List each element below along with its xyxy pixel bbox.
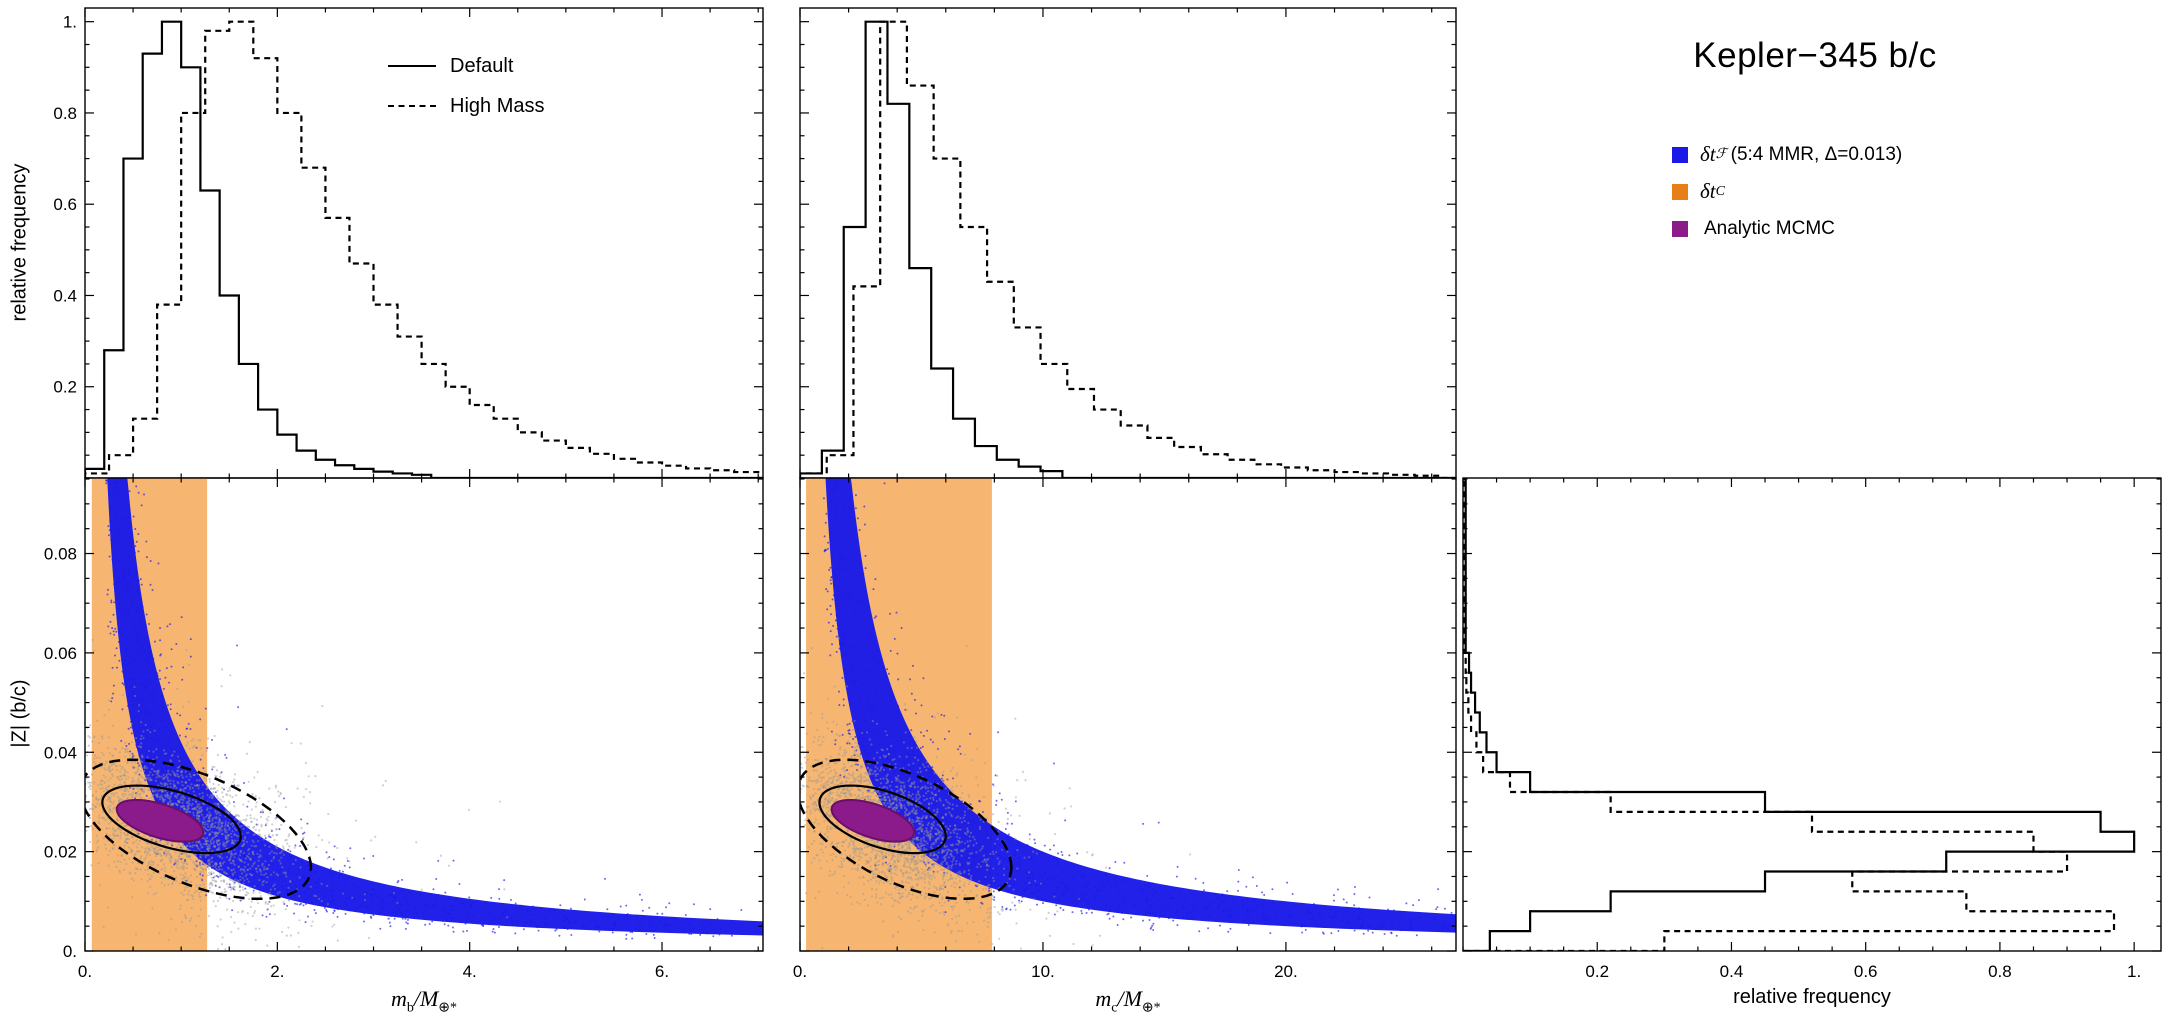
- panel-top-middle-content: [800, 20, 1456, 478]
- tick-label: 0.04: [44, 743, 77, 762]
- mc-var: m: [1095, 986, 1112, 1011]
- panel-top-left-content: [85, 20, 763, 478]
- tick-label: 1.: [2127, 962, 2141, 981]
- x-axis-label-mb: mb/M⊕*: [274, 986, 574, 1016]
- legend-dtf-sub: ℱ: [1715, 147, 1727, 162]
- tick-label: 0.: [63, 942, 77, 961]
- series-high-mass: [1463, 478, 2116, 951]
- legend-dtf-detail: (5:4 MMR, Δ=0.013): [1730, 143, 1903, 165]
- panel-bottom-middle-frame: 0. 10. 20.: [793, 477, 1457, 981]
- tick-label: 4.: [463, 962, 477, 981]
- dashed-line-sample: [388, 105, 436, 107]
- figure-title: Kepler−345 b/c: [1693, 36, 1937, 75]
- mc-denom: /M: [1117, 986, 1142, 1011]
- purple-swatch-icon: [1672, 220, 1688, 237]
- legend-row-mcmc: Analytic MCMC: [1672, 210, 1902, 247]
- series-default: [85, 20, 763, 478]
- tick-label: 20.: [1274, 962, 1298, 981]
- tick-label: 0.8: [53, 104, 77, 123]
- tick-label: 2.: [270, 962, 284, 981]
- mb-sub: b: [406, 1000, 414, 1016]
- series-default: [800, 20, 1456, 478]
- panel-bottom-right-frame: 0.2 0.4 0.6 0.8 1.: [1462, 477, 2162, 981]
- panel-bottom-right-content: [1463, 478, 2136, 951]
- tick-label: 1.: [63, 13, 77, 32]
- y-axis-label-relative-frequency: relative frequency: [8, 163, 31, 322]
- x-axis-label-relative-frequency: relative frequency: [1733, 986, 1891, 1008]
- mcmc-region: [830, 798, 916, 843]
- mb-denom-sub: ⊕*: [438, 1000, 458, 1016]
- tick-label: 10.: [1031, 962, 1055, 981]
- tick-label: 6.: [655, 962, 669, 981]
- inner-solid-contour: [101, 784, 242, 855]
- tick-label: 0.08: [44, 545, 77, 564]
- panel-top-middle-frame: [799, 7, 1457, 479]
- tick-label: 0.6: [53, 195, 77, 214]
- legend-mcmc-label: Analytic MCMC: [1704, 217, 1835, 239]
- series-high-mass: [85, 20, 763, 478]
- x-axis-label-mc: mc/M⊕*: [978, 986, 1278, 1016]
- legend-dtc-sub: C: [1715, 183, 1725, 199]
- mc-sub: c: [1111, 1000, 1118, 1016]
- mb-var: m: [390, 986, 407, 1011]
- legend-label-default: Default: [450, 54, 514, 77]
- tick-label: 0.: [793, 962, 807, 981]
- tick-label: 0.4: [53, 286, 77, 305]
- outer-dashed-contour: [800, 758, 1013, 901]
- legend-dtc-symbol: δt: [1700, 179, 1716, 203]
- tick-label: 0.: [78, 962, 92, 981]
- tick-label: 0.4: [1720, 962, 1744, 981]
- mb-denom: /M: [413, 986, 439, 1011]
- outer-dashed-contour: [85, 758, 313, 901]
- solid-line-sample: [388, 65, 436, 67]
- panel-bottom-middle-content: [800, 478, 1456, 951]
- tick-label: 0.02: [44, 843, 77, 862]
- tick-label: 0.8: [1988, 962, 2012, 981]
- legend-row-dtf: δt ℱ (5:4 MMR, Δ=0.013): [1672, 136, 1902, 173]
- panel-bottom-left-frame: 0. 2. 4. 6. 0. 0.02 0.04 0.06 0.08: [44, 477, 764, 981]
- y-axis-label-z: |Z| (b/c): [8, 679, 31, 748]
- series-high-mass: [800, 20, 1456, 478]
- legend-dtf-symbol: δt: [1700, 142, 1716, 166]
- inner-solid-contour: [818, 784, 947, 855]
- mcmc-region: [115, 798, 205, 843]
- blue-scatter-points: [105, 479, 758, 940]
- region-color-legend: δt ℱ (5:4 MMR, Δ=0.013) δt C Analytic MCMC: [1672, 136, 1902, 247]
- mc-denom-sub: ⊕*: [1141, 1000, 1161, 1016]
- legend-row-default: Default: [388, 46, 544, 86]
- tick-label: 0.6: [1854, 962, 1878, 981]
- legend-row-high-mass: High Mass: [388, 86, 544, 126]
- panel-bottom-left-content: [85, 478, 763, 951]
- blue-swatch-icon: [1672, 146, 1688, 163]
- legend-row-dtc: δt C: [1672, 173, 1902, 210]
- line-style-legend: Default High Mass: [388, 46, 544, 126]
- tick-label: 0.2: [1585, 962, 1609, 981]
- series-default: [1463, 478, 2136, 951]
- tick-label: 0.2: [53, 378, 77, 397]
- orange-swatch-icon: [1672, 183, 1688, 200]
- tick-label: 0.06: [44, 644, 77, 663]
- legend-label-high-mass: High Mass: [450, 94, 545, 117]
